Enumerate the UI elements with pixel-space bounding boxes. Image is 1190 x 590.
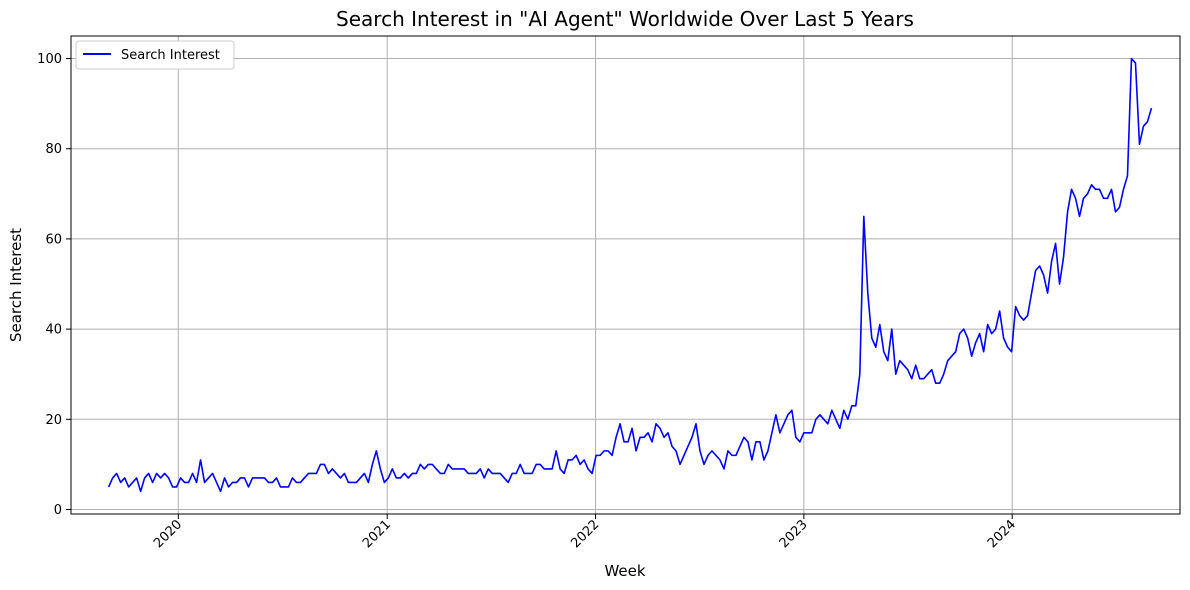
legend-box	[75, 40, 235, 70]
y-tick-label: 60	[45, 232, 62, 247]
y-tick-label: 0	[54, 503, 62, 518]
series-line-search-interest	[107, 57, 1153, 493]
x-tick-label: 2021	[360, 517, 394, 551]
x-axis: 2020 2021 2022 2023 2024	[151, 514, 1019, 551]
y-tick-label: 100	[37, 52, 62, 67]
x-tick-label: 2022	[568, 517, 602, 551]
grid-lines	[71, 36, 1180, 514]
y-axis-label: Search Interest	[7, 228, 25, 342]
chart-title: Search Interest in "AI Agent" Worldwide …	[336, 7, 914, 31]
x-tick-label: 2023	[777, 517, 811, 551]
x-axis-label: Week	[604, 562, 645, 580]
series-group	[107, 57, 1153, 493]
plot-frame	[70, 35, 1181, 515]
legend: Search Interest	[75, 40, 235, 70]
y-tick-label: 20	[45, 413, 62, 428]
y-axis: 0 20 40 60 80 100	[37, 52, 71, 518]
y-tick-label: 40	[45, 323, 62, 338]
x-tick-label: 2024	[985, 517, 1019, 551]
x-tick-label: 2020	[151, 517, 185, 551]
y-tick-label: 80	[45, 142, 62, 157]
legend-label: Search Interest	[121, 48, 220, 63]
